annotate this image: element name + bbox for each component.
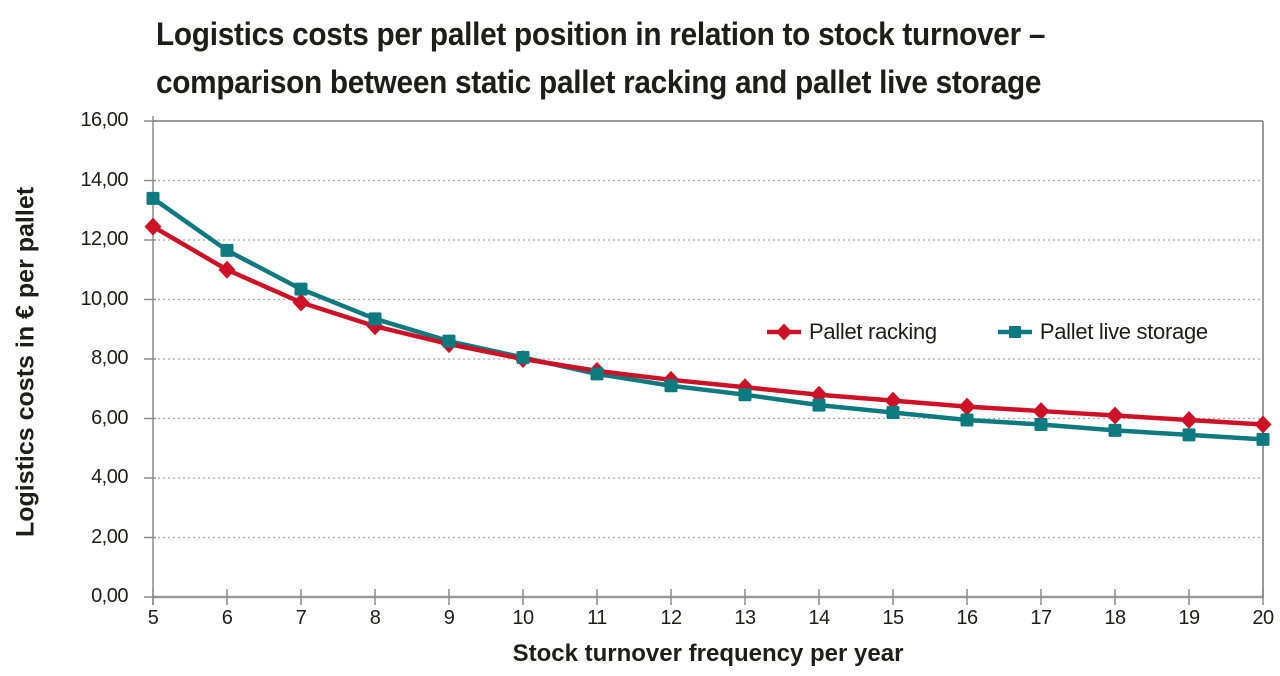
data-point-square: [146, 191, 160, 205]
data-point-diamond: [1032, 402, 1050, 421]
data-point-square: [960, 413, 974, 427]
data-point-square: [886, 406, 900, 420]
data-point-square: [442, 334, 456, 348]
data-point-diamond: [1106, 406, 1124, 425]
legend-label-pallet-live-storage: Pallet live storage: [1039, 319, 1208, 344]
data-point-diamond: [292, 293, 310, 312]
legend-item-pallet-live-storage: Pallet live storage: [997, 319, 1208, 345]
data-point-square: [368, 312, 382, 326]
data-point-square: [664, 379, 678, 393]
data-point-diamond: [144, 217, 162, 236]
series-line: [151, 224, 1264, 427]
legend-item-pallet-racking: Pallet racking: [766, 319, 937, 345]
data-point-square: [220, 243, 234, 257]
data-point-square: [516, 351, 530, 365]
data-point-square: [812, 398, 826, 412]
data-point-square: [1182, 428, 1196, 442]
diamond-marker-icon: [767, 323, 801, 341]
chart-title: Logistics costs per pallet position in r…: [156, 10, 1045, 106]
data-point-diamond: [884, 391, 902, 410]
data-point-diamond: [1254, 415, 1272, 434]
x-axis-title: Stock turnover frequency per year: [512, 640, 904, 667]
square-marker-icon: [997, 326, 1032, 338]
data-point-square: [1256, 432, 1270, 446]
chart-title-line-1: Logistics costs per pallet position in r…: [156, 16, 1046, 52]
chart-title-line-2: comparison between static pallet racking…: [156, 64, 1042, 100]
data-point-diamond: [958, 397, 976, 416]
data-point-square: [1108, 423, 1122, 437]
data-point-diamond: [1180, 410, 1198, 429]
data-point-square: [1034, 417, 1048, 431]
legend: Pallet racking Pallet live storage: [766, 319, 1208, 345]
data-point-square: [294, 282, 308, 296]
series-line: [151, 196, 1264, 442]
data-point-diamond: [218, 260, 236, 279]
legend-label-pallet-racking: Pallet racking: [809, 319, 937, 344]
data-point-square: [738, 388, 752, 402]
data-point-square: [590, 367, 604, 381]
